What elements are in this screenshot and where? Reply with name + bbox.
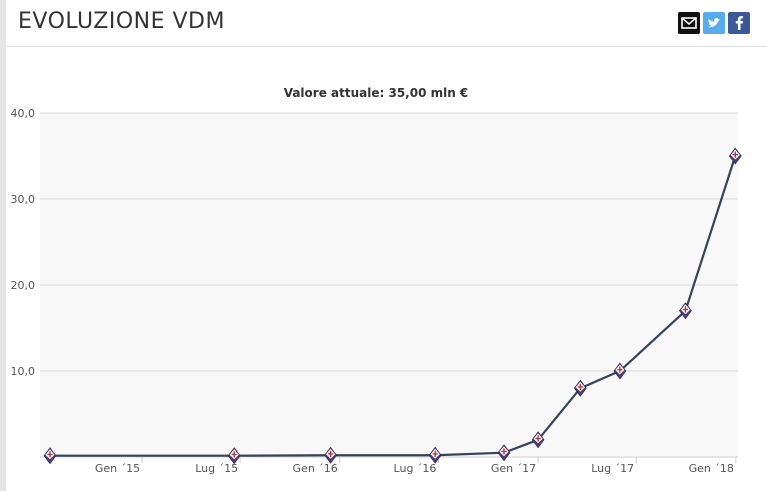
marker-lily — [617, 366, 623, 373]
chart-title: Valore attuale: 35,00 mln € — [284, 86, 469, 100]
facebook-icon — [735, 16, 743, 30]
marker-lily — [501, 448, 507, 455]
share-mail-button[interactable] — [678, 12, 700, 34]
x-tick-label: Lug ´15 — [195, 462, 238, 475]
marker-lily — [682, 306, 689, 313]
data-point — [428, 446, 442, 464]
marker-lily — [47, 451, 53, 458]
left-border — [0, 0, 6, 491]
data-point — [43, 447, 57, 465]
x-tick-label: Gen ´18 — [689, 462, 734, 475]
x-tick-label: Gen ´15 — [95, 462, 140, 475]
data-point — [679, 302, 692, 320]
data-point — [324, 446, 337, 464]
data-point — [531, 431, 545, 449]
data-point — [227, 447, 241, 465]
twitter-icon — [708, 17, 720, 28]
series-line — [50, 155, 737, 457]
mail-icon — [681, 17, 697, 29]
marker-lily — [732, 151, 738, 158]
x-tick-label: Lug ´16 — [394, 462, 437, 475]
share-facebook-button[interactable] — [728, 12, 750, 34]
x-tick-label: Gen ´17 — [491, 462, 536, 475]
header-bar: EVOLUZIONE VDM — [6, 0, 767, 47]
share-twitter-button[interactable] — [703, 12, 725, 34]
marker-lily — [535, 435, 541, 442]
marker-lily — [328, 450, 334, 458]
marker-lily — [432, 450, 438, 458]
y-tick-label: 30,0 — [11, 193, 36, 206]
data-point — [728, 147, 742, 165]
marker-lily — [577, 383, 583, 391]
data-point — [613, 362, 627, 380]
x-tick-label: Gen ´16 — [293, 462, 338, 475]
data-point — [497, 444, 511, 462]
data-point — [573, 379, 587, 397]
page-title: EVOLUZIONE VDM — [18, 9, 225, 34]
x-tick-label: Lug ´17 — [591, 462, 634, 475]
y-tick-label: 10,0 — [11, 365, 36, 378]
marker-lily — [231, 451, 237, 458]
y-tick-label: 40,0 — [11, 107, 36, 120]
y-tick-label: 20,0 — [11, 279, 36, 292]
